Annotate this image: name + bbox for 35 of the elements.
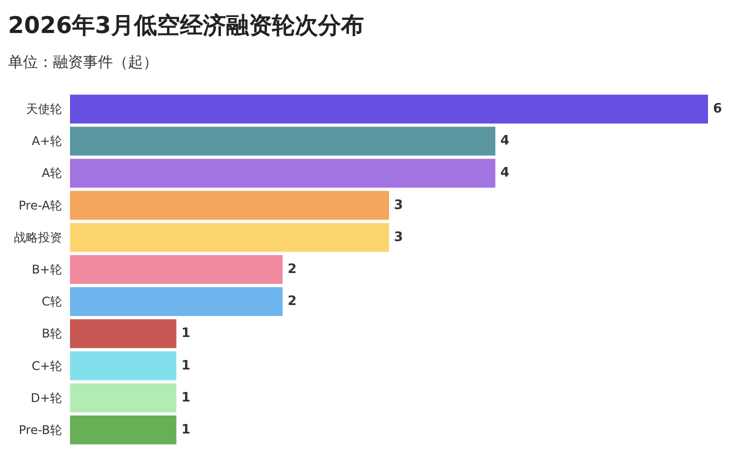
y-tick-label: A轮 [42,166,62,180]
y-tick-label: Pre-B轮 [18,422,62,437]
y-tick-label: C轮 [42,294,62,309]
bar [70,222,389,252]
bar [70,190,389,220]
data-label: 1 [181,326,190,342]
data-label: 3 [394,198,404,213]
data-label: 6 [713,102,722,117]
chart-subtitle: 单位：融资事件（起） [8,53,158,71]
y-tick-label: 天使轮 [26,102,62,116]
bar [70,319,176,348]
data-label: 1 [181,422,190,438]
bar [70,383,176,412]
y-tick-label: B轮 [42,326,62,341]
bar [70,287,283,316]
data-label: 4 [500,166,510,181]
bar [70,126,496,156]
y-tick-label: D+轮 [30,390,62,405]
data-label: 2 [288,262,297,277]
y-tick-label: Pre-A轮 [18,198,62,212]
y-tick-label: C+轮 [32,358,62,373]
bar [70,94,708,124]
data-label: 1 [181,358,190,374]
data-label: 3 [394,230,404,245]
bar [70,351,176,380]
data-label: 2 [288,294,297,310]
bar [70,158,496,188]
chart-title: 2026年3月低空经济融资轮次分布 [8,12,364,39]
bar [70,415,176,444]
data-label: 1 [181,390,190,406]
bar [70,255,283,284]
y-tick-label: 战略投资 [14,230,62,244]
data-label: 4 [500,134,510,149]
y-tick-label: B+轮 [32,262,62,276]
y-tick-label: A+轮 [32,134,62,148]
